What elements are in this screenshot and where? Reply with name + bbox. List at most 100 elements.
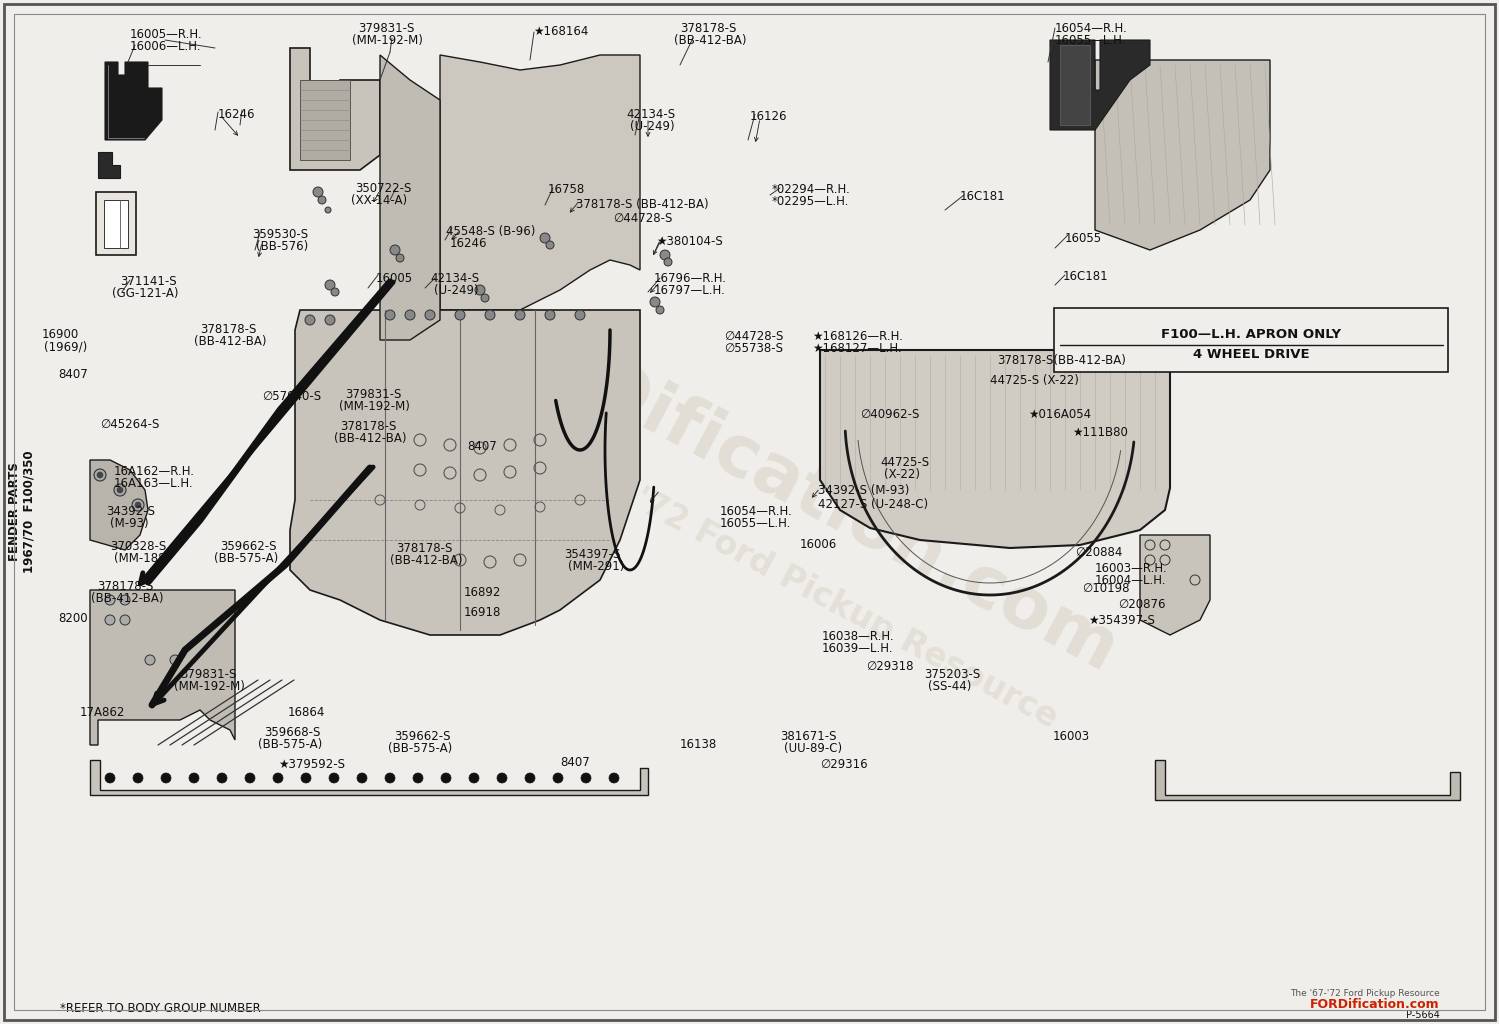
Text: 379831-S: 379831-S xyxy=(358,22,414,35)
Text: 354397-S: 354397-S xyxy=(564,548,621,561)
Text: ∅20876: ∅20876 xyxy=(1118,598,1166,611)
Text: (X-22): (X-22) xyxy=(884,468,920,481)
Circle shape xyxy=(132,499,144,511)
Circle shape xyxy=(486,310,495,319)
Text: (SS-44): (SS-44) xyxy=(928,680,971,693)
Circle shape xyxy=(516,310,525,319)
Text: *02295—L.H.: *02295—L.H. xyxy=(772,195,850,208)
Text: ★354397-S: ★354397-S xyxy=(1088,614,1154,627)
Text: 379831-S: 379831-S xyxy=(345,388,402,401)
Text: 16A163—L.H.: 16A163—L.H. xyxy=(114,477,193,490)
Circle shape xyxy=(481,294,489,302)
Text: 16918: 16918 xyxy=(465,606,501,618)
Text: F100—L.H. APRON ONLY: F100—L.H. APRON ONLY xyxy=(1160,329,1342,341)
Circle shape xyxy=(169,655,180,665)
Text: 16796—R.H.: 16796—R.H. xyxy=(654,272,727,285)
Circle shape xyxy=(469,773,480,783)
Circle shape xyxy=(105,595,115,605)
Text: 16246: 16246 xyxy=(217,108,255,121)
Text: 16055: 16055 xyxy=(1064,232,1102,245)
Text: 378178-S(BB-412-BA): 378178-S(BB-412-BA) xyxy=(997,354,1126,367)
Text: (GG-121-A): (GG-121-A) xyxy=(112,287,178,300)
Circle shape xyxy=(525,773,535,783)
Text: (MM-291): (MM-291) xyxy=(568,560,625,573)
Polygon shape xyxy=(90,760,648,795)
Text: 42134-S: 42134-S xyxy=(430,272,480,285)
Text: 8200: 8200 xyxy=(58,612,87,625)
Circle shape xyxy=(97,472,103,478)
Text: 16004—L.H.: 16004—L.H. xyxy=(1094,574,1166,587)
Circle shape xyxy=(657,306,664,314)
Text: ★379592-S: ★379592-S xyxy=(277,758,345,771)
Circle shape xyxy=(660,250,670,260)
Circle shape xyxy=(304,315,315,325)
Polygon shape xyxy=(289,48,381,170)
Text: ∅44728-S: ∅44728-S xyxy=(724,330,784,343)
Text: (BB-412-BA): (BB-412-BA) xyxy=(193,335,267,348)
Polygon shape xyxy=(1049,40,1150,130)
Circle shape xyxy=(651,297,660,307)
Text: (BB-576): (BB-576) xyxy=(256,240,309,253)
Circle shape xyxy=(145,655,154,665)
Circle shape xyxy=(325,207,331,213)
Circle shape xyxy=(396,254,405,262)
Polygon shape xyxy=(105,62,162,140)
Circle shape xyxy=(217,773,226,783)
Text: 379831-S: 379831-S xyxy=(180,668,237,681)
Text: 16006: 16006 xyxy=(800,538,838,551)
Text: 16C181: 16C181 xyxy=(1063,270,1109,283)
Text: (BB-575-A): (BB-575-A) xyxy=(388,742,453,755)
Text: 16C181: 16C181 xyxy=(959,190,1006,203)
Text: 359662-S: 359662-S xyxy=(394,730,451,743)
Text: 16900: 16900 xyxy=(42,328,79,341)
Polygon shape xyxy=(441,55,640,310)
Text: (MM-192-M): (MM-192-M) xyxy=(352,34,423,47)
Text: 378178-S: 378178-S xyxy=(199,323,256,336)
Text: (MM-192-M): (MM-192-M) xyxy=(174,680,244,693)
Polygon shape xyxy=(1094,60,1270,250)
Text: 16797—L.H.: 16797—L.H. xyxy=(654,284,726,297)
Circle shape xyxy=(318,196,325,204)
Text: 359662-S: 359662-S xyxy=(220,540,276,553)
Text: (UU-89-C): (UU-89-C) xyxy=(784,742,842,755)
Text: 16126: 16126 xyxy=(750,110,787,123)
Circle shape xyxy=(441,773,451,783)
Text: 16054—R.H.: 16054—R.H. xyxy=(720,505,793,518)
Circle shape xyxy=(546,310,555,319)
Polygon shape xyxy=(1060,45,1090,125)
Circle shape xyxy=(114,484,126,496)
Text: 16864: 16864 xyxy=(288,706,325,719)
Text: 16A162—R.H.: 16A162—R.H. xyxy=(114,465,195,478)
Text: 378178-S: 378178-S xyxy=(97,580,153,593)
Text: 34392-S (M-93): 34392-S (M-93) xyxy=(818,484,910,497)
Text: ∅29318: ∅29318 xyxy=(866,660,913,673)
Text: 8407: 8407 xyxy=(58,368,88,381)
Polygon shape xyxy=(289,310,640,635)
Circle shape xyxy=(135,502,141,508)
Text: 378178-S: 378178-S xyxy=(681,22,736,35)
Text: 378178-S: 378178-S xyxy=(340,420,396,433)
Circle shape xyxy=(189,773,199,783)
Text: 16758: 16758 xyxy=(549,183,585,196)
Circle shape xyxy=(120,615,130,625)
Text: 16039—L.H.: 16039—L.H. xyxy=(821,642,893,655)
Text: ★111B80: ★111B80 xyxy=(1072,426,1127,439)
Text: 370328-S: 370328-S xyxy=(109,540,166,553)
Text: 16138: 16138 xyxy=(681,738,717,751)
Text: (U-249): (U-249) xyxy=(630,120,675,133)
Text: ∅44728-S: ∅44728-S xyxy=(613,212,673,225)
Text: *02294—R.H.: *02294—R.H. xyxy=(772,183,851,196)
Polygon shape xyxy=(97,152,120,178)
Text: P-5664: P-5664 xyxy=(1406,1010,1441,1020)
Text: 44725-S (X-22): 44725-S (X-22) xyxy=(989,374,1079,387)
Text: (BB-412-BA): (BB-412-BA) xyxy=(334,432,406,445)
Text: 16246: 16246 xyxy=(450,237,487,250)
Circle shape xyxy=(385,773,396,783)
Text: 378178-S: 378178-S xyxy=(396,542,453,555)
Polygon shape xyxy=(300,80,349,160)
Text: (U-249): (U-249) xyxy=(435,284,478,297)
Text: (MM-192-M): (MM-192-M) xyxy=(339,400,409,413)
Text: ★016A054: ★016A054 xyxy=(1028,408,1091,421)
Text: ∅29316: ∅29316 xyxy=(820,758,868,771)
Text: 16055—L.H.: 16055—L.H. xyxy=(720,517,791,530)
